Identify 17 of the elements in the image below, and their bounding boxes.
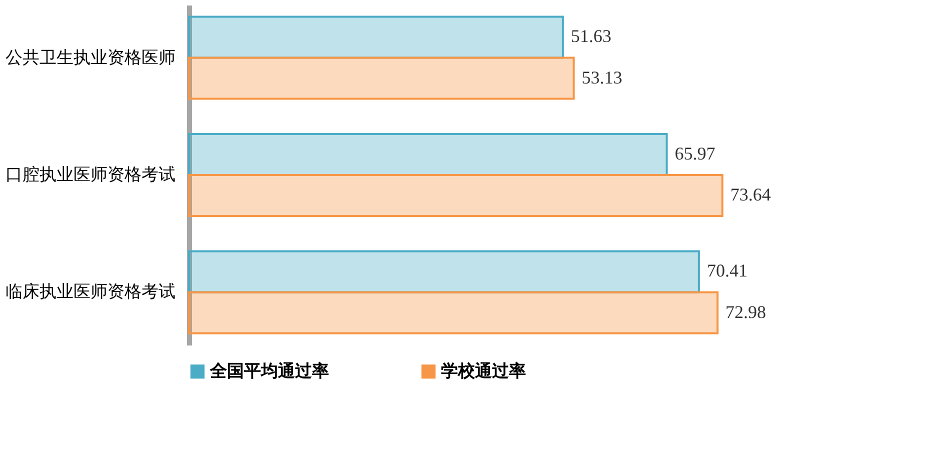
bar [188, 250, 700, 294]
data-label: 73.64 [730, 184, 771, 205]
data-label: 70.41 [706, 260, 748, 281]
y-tick-label: 临床执业医师资格考试 [6, 282, 176, 302]
bar [188, 174, 724, 218]
legend-label: 学校通过率 [441, 362, 526, 382]
bar [188, 291, 719, 334]
data-label: 53.13 [582, 67, 622, 88]
data-label: 51.63 [570, 26, 612, 46]
bar [188, 56, 575, 100]
legend-label: 全国平均通过率 [209, 362, 329, 382]
data-label: 72.98 [726, 302, 766, 322]
bar [188, 132, 668, 176]
y-tick-label: 口腔执业医师资格考试 [6, 165, 176, 185]
bar [188, 16, 564, 59]
y-tick-label: 公共卫生执业资格医师 [6, 48, 176, 68]
data-label: 65.97 [674, 143, 716, 164]
